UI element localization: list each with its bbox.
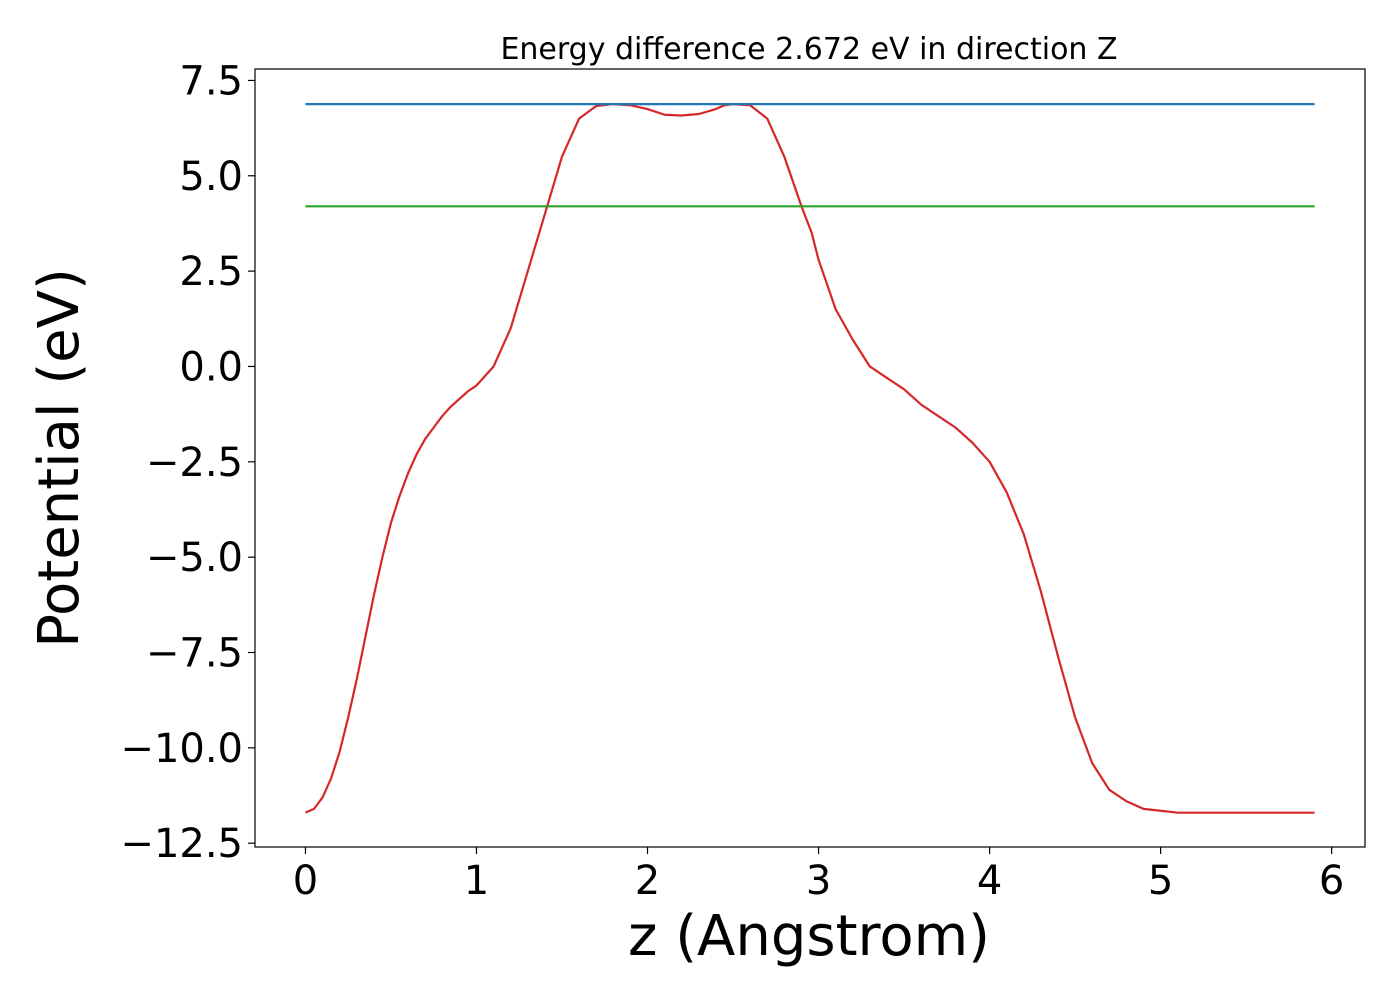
x-axis-ticks: 0 1 2 3 4 5 6 [293, 847, 1344, 904]
y-tick-label: 0.0 [179, 344, 243, 390]
x-tick-label: 6 [1319, 858, 1344, 904]
x-tick-label: 5 [1148, 858, 1173, 904]
plot-frame [254, 68, 1366, 848]
x-axis-label: z (Angstrom) [628, 904, 990, 969]
y-tick-label: −5.0 [146, 535, 243, 581]
y-tick-label: −7.5 [146, 631, 243, 677]
x-tick-label: 1 [464, 858, 489, 904]
series-layer [305, 102, 1315, 814]
x-tick-label: 0 [293, 858, 318, 904]
y-tick-label: −12.5 [120, 821, 243, 867]
y-tick-label: −10.0 [120, 726, 243, 772]
y-tick-label: −2.5 [146, 440, 243, 486]
x-tick-label: 2 [635, 858, 660, 904]
y-tick-label: 5.0 [179, 154, 243, 200]
y-tick-label: 2.5 [179, 249, 243, 295]
x-tick-label: 4 [977, 858, 1002, 904]
series-line-0 [305, 102, 1315, 814]
y-axis-label: Potential (eV) [27, 268, 92, 648]
y-tick-label: 7.5 [179, 58, 243, 104]
x-tick-label: 3 [806, 858, 831, 904]
chart-title: Energy difference 2.672 eV in direction … [500, 32, 1117, 67]
y-axis-ticks: 7.5 5.0 2.5 0.0 −2.5 −5.0 −7.5 −10.0 −12.5 [120, 58, 255, 867]
